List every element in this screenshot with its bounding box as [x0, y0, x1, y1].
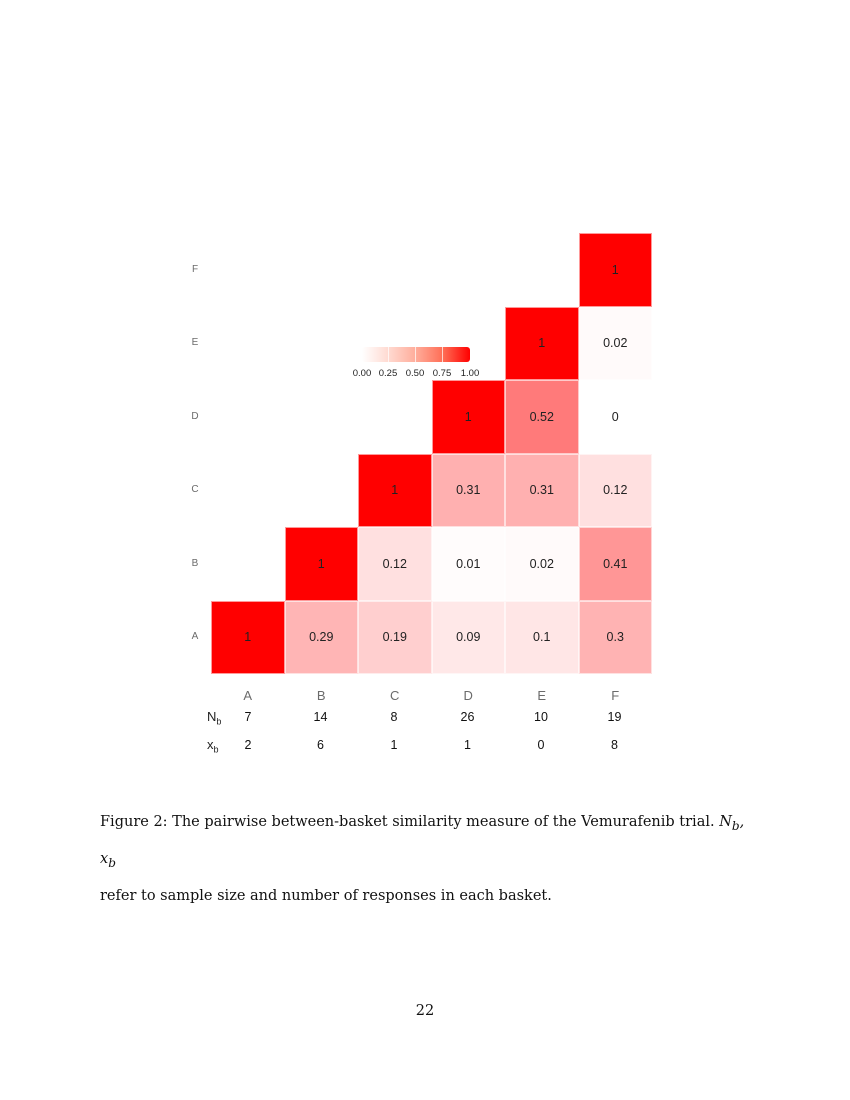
heatmap-cell-DC: 0.31 [431, 453, 505, 527]
heatmap-cell-FB: 0.41 [578, 527, 652, 601]
heatmap-cell-FF: 1 [578, 233, 652, 307]
heatmap-cell-BA: 0.29 [284, 600, 358, 674]
heatmap-cell-BB: 1 [284, 527, 358, 601]
heatmap-cell-DD: 1 [431, 380, 505, 454]
similarity-heatmap: 1 0.29 0.19 0.09 0.1 0.3 1 0.12 0.01 0.02 0.41 1 0.3… [211, 233, 652, 674]
legend-label-2: 0.50 [405, 368, 425, 379]
xb-value-F: 8 [611, 738, 618, 752]
legend-label-1: 0.25 [378, 368, 398, 379]
y-label-B: B [191, 557, 199, 569]
legend-tick-2 [415, 347, 416, 362]
x-label-B: B [316, 688, 326, 703]
xb-value-A: 2 [244, 738, 252, 752]
page-number: 22 [415, 1003, 435, 1019]
heatmap-cell-EC: 0.31 [505, 453, 579, 527]
caption-tail: refer to sample size and number of respo… [100, 887, 552, 904]
caption-text: The pairwise between-basket similarity m… [172, 814, 715, 830]
heatmap-cell-FD: 0 [578, 380, 652, 454]
heatmap-cell-CB: 0.12 [358, 527, 432, 601]
legend-label-3: 0.75 [432, 368, 452, 379]
xb-value-D: 1 [464, 738, 471, 752]
nb-value-F: 19 [607, 710, 622, 724]
heatmap-cell-EB: 0.02 [505, 527, 579, 601]
x-label-D: D [463, 688, 473, 703]
xb-value-C: 1 [390, 738, 398, 752]
x-label-F: F [611, 688, 620, 703]
y-label-D: D [191, 410, 199, 422]
color-legend: 0.00 0.25 0.50 0.75 1.00 [353, 346, 479, 396]
xb-value-E: 0 [537, 738, 545, 752]
nb-value-B: 14 [313, 710, 328, 724]
heatmap-cell-CA: 0.19 [358, 600, 432, 674]
x-label-E: E [537, 688, 547, 703]
y-label-A: A [191, 631, 199, 643]
nb-value-C: 8 [390, 710, 398, 724]
y-label-F: F [191, 263, 199, 275]
legend-tick-1 [388, 347, 389, 362]
nb-row-label: Nb [207, 709, 222, 727]
caption-prefix: Figure 2: [100, 814, 168, 830]
x-label-A: A [243, 688, 253, 703]
heatmap-cell-FE: 0.02 [578, 306, 652, 380]
xb-value-B: 6 [317, 738, 324, 752]
xb-row-label: xb [207, 737, 219, 755]
legend-tick-3 [442, 347, 443, 362]
y-label-E: E [191, 337, 199, 349]
heatmap-cell-FA: 0.3 [578, 600, 652, 674]
legend-gradient-bar [362, 347, 470, 362]
legend-label-4: 1.00 [460, 368, 480, 379]
heatmap-cell-ED: 0.52 [505, 380, 579, 454]
heatmap-cell-DB: 0.01 [431, 527, 505, 601]
nb-value-A: 7 [244, 710, 252, 724]
caption-math: Nb, xb [100, 814, 745, 870]
heatmap-cell-EE: 1 [505, 306, 579, 380]
nb-value-E: 10 [534, 710, 548, 724]
heatmap-cell-CC: 1 [358, 453, 432, 527]
x-label-C: C [390, 688, 400, 703]
heatmap-cell-DA: 0.09 [431, 600, 505, 674]
heatmap-cell-FC: 0.12 [578, 453, 652, 527]
heatmap-cell-AA: 1 [211, 600, 285, 674]
nb-value-D: 26 [460, 710, 475, 724]
legend-label-0: 0.00 [352, 368, 372, 379]
y-label-C: C [191, 484, 199, 496]
heatmap-cell-EA: 0.1 [505, 600, 579, 674]
figure-caption: Figure 2: The pairwise between-basket si… [100, 806, 760, 913]
